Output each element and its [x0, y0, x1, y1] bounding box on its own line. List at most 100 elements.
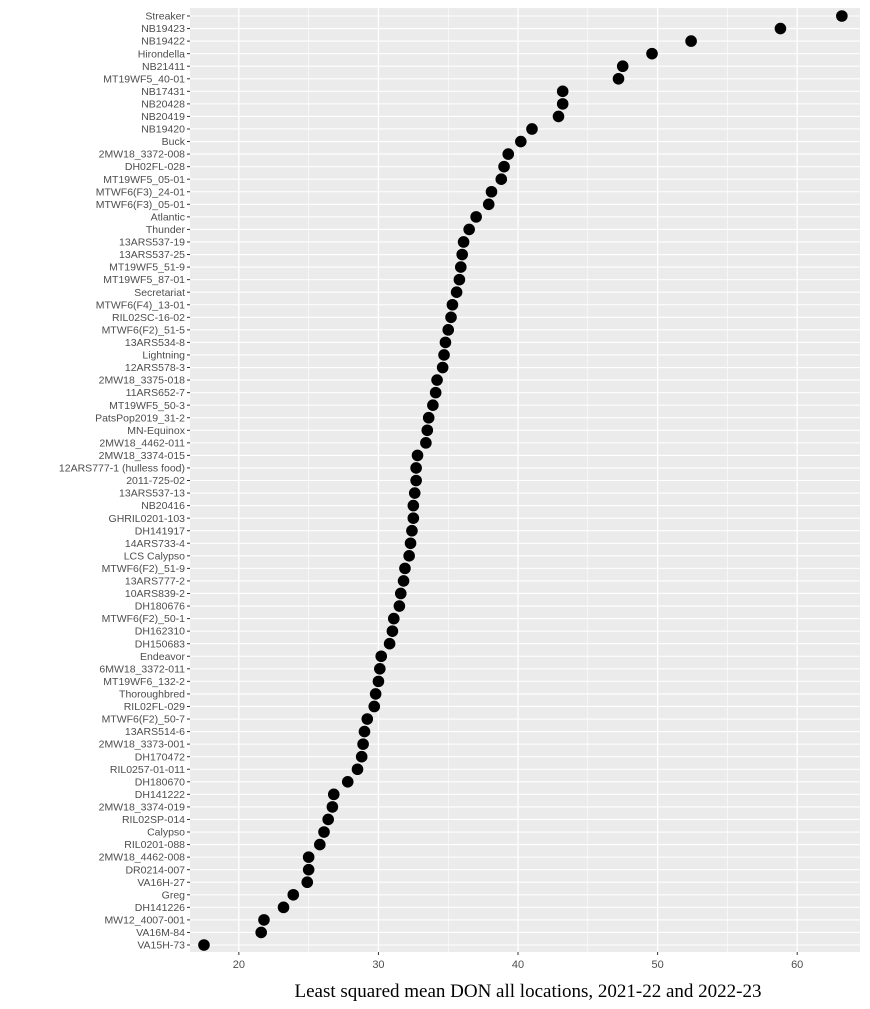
- y-tick-label: 6MW18_3372-011: [99, 663, 185, 675]
- y-tick-label: 11ARS652-7: [126, 387, 186, 399]
- data-point: [438, 349, 450, 361]
- data-point: [387, 612, 400, 625]
- x-axis-label: Least squared mean DON all locations, 20…: [295, 981, 762, 1002]
- data-point: [368, 700, 381, 713]
- data-point: [495, 173, 508, 186]
- y-tick-label: 14ARS733-4: [125, 538, 185, 550]
- data-point: [442, 324, 455, 336]
- data-point: [515, 135, 527, 148]
- y-tick-label: Atlantic: [151, 211, 185, 223]
- data-point: [646, 47, 658, 60]
- y-tick-label: Buck: [162, 136, 186, 148]
- data-point: [556, 85, 569, 98]
- y-tick-label: PatsPop2019_31-2: [95, 412, 185, 424]
- data-point: [457, 236, 470, 248]
- y-tick-label: MT19WF5_50-3: [109, 400, 185, 412]
- data-point: [406, 524, 418, 537]
- data-point: [411, 449, 424, 462]
- y-tick-label: Secretariat: [134, 287, 185, 299]
- y-tick-label: Greg: [162, 889, 186, 901]
- data-point: [446, 298, 459, 311]
- y-tick-label: DH02FL-028: [125, 161, 185, 173]
- data-point: [482, 198, 495, 211]
- y-tick-label: Endeavor: [140, 651, 185, 663]
- data-point: [445, 311, 457, 324]
- data-point: [258, 914, 270, 926]
- data-point: [302, 863, 315, 876]
- y-tick-label: 13ARS777-2: [125, 576, 185, 588]
- y-tick-label: DH180676: [135, 601, 185, 613]
- y-tick-label: RIL0257-01-011: [110, 764, 185, 776]
- data-point: [327, 788, 340, 801]
- data-point: [485, 185, 498, 198]
- data-point: [685, 35, 697, 47]
- y-tick-label: 13ARS534-8: [125, 337, 185, 349]
- data-point: [450, 286, 463, 298]
- data-point: [358, 725, 371, 738]
- data-point: [502, 148, 515, 160]
- data-point: [355, 750, 368, 763]
- data-point: [407, 512, 420, 524]
- data-point: [326, 801, 339, 813]
- data-point: [836, 10, 848, 22]
- y-tick-label: 2MW18_3372-008: [99, 149, 186, 161]
- data-point: [318, 826, 330, 838]
- x-tick-label: 30: [372, 959, 384, 971]
- y-tick-label: DH141226: [135, 902, 185, 914]
- data-point: [556, 98, 569, 110]
- y-tick-label: NB19423: [141, 23, 185, 35]
- y-tick-label: Thoroughbred: [119, 689, 185, 701]
- y-tick-label: MTWF6(F2)_51-9: [102, 563, 186, 575]
- y-tick-label: VA16M-84: [136, 927, 185, 939]
- data-point: [386, 625, 399, 637]
- y-tick-label: 12ARS578-3: [125, 362, 185, 374]
- y-tick-label: DH141917: [135, 525, 185, 537]
- y-tick-label: 12ARS777-1 (hulless food): [59, 463, 185, 475]
- y-tick-label: Hirondella: [138, 48, 185, 60]
- x-axis-ticks: 20 30 40 50 60: [233, 952, 803, 971]
- data-point: [393, 600, 406, 612]
- y-tick-label: Calypso: [147, 827, 185, 839]
- data-point: [322, 813, 334, 826]
- data-point: [255, 926, 267, 939]
- data-point: [341, 775, 354, 788]
- y-tick-label: DH141222: [135, 789, 185, 801]
- y-tick-label: 2MW18_4462-011: [99, 437, 185, 449]
- y-tick-label: MTWF6(F2)_50-7: [102, 714, 186, 726]
- data-point: [421, 424, 434, 437]
- y-tick-label: Thunder: [146, 224, 186, 236]
- data-point: [383, 637, 396, 650]
- y-tick-label: RIL02SC-16-02: [112, 312, 185, 324]
- y-axis-ticks: StreakerNB19423NB19422HirondellaNB21411M…: [59, 11, 190, 952]
- data-point: [410, 462, 422, 474]
- x-tick-label: 20: [233, 959, 245, 971]
- data-point: [616, 60, 629, 73]
- y-tick-label: 13ARS537-13: [119, 488, 185, 500]
- y-tick-label: 2MW18_3374-015: [99, 450, 186, 462]
- data-point: [463, 223, 475, 236]
- y-tick-label: MTWF6(F2)_51-5: [102, 324, 186, 336]
- y-tick-label: DH162310: [135, 626, 185, 638]
- y-tick-label: DR0214-007: [125, 864, 185, 876]
- y-tick-label: LCS Calypso: [124, 550, 185, 562]
- y-tick-label: MT19WF5_40-01: [103, 73, 185, 85]
- data-points: [198, 10, 848, 951]
- data-point: [429, 386, 442, 399]
- y-tick-label: MT19WF5_05-01: [103, 174, 185, 186]
- data-point: [403, 550, 415, 562]
- data-point: [431, 374, 443, 386]
- y-tick-label: VA15H-73: [137, 940, 185, 952]
- y-tick-label: NB20428: [141, 98, 185, 110]
- data-point: [774, 22, 787, 35]
- data-point: [552, 110, 565, 123]
- y-tick-label: MTWF6(F3)_24-01: [96, 186, 185, 198]
- y-tick-label: 2MW18_3375-018: [99, 375, 186, 387]
- data-point: [302, 851, 315, 863]
- data-point: [407, 499, 420, 512]
- grid-lines: [190, 8, 860, 952]
- data-point: [394, 587, 407, 600]
- y-tick-label: Streaker: [145, 11, 185, 23]
- y-tick-label: 2MW18_3374-019: [99, 802, 186, 814]
- y-tick-label: DH170472: [135, 751, 185, 763]
- data-point: [470, 211, 482, 223]
